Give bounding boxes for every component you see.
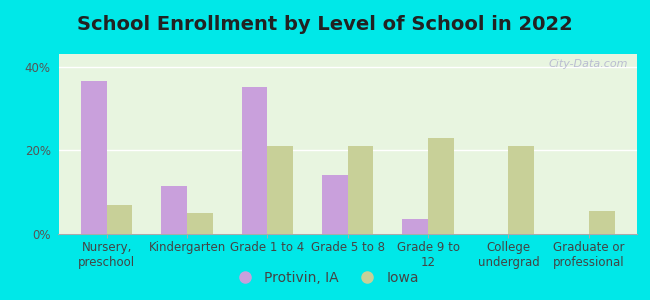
Bar (322, 176, 348, 234)
Bar (508, 146, 534, 234)
Bar (589, 211, 614, 234)
Text: City-Data.com: City-Data.com (549, 59, 629, 69)
Bar (107, 205, 133, 234)
Bar (267, 146, 293, 234)
Bar (161, 186, 187, 234)
Bar (187, 213, 213, 234)
Bar (348, 146, 374, 234)
Legend: Protivin, IA, Iowa: Protivin, IA, Iowa (226, 265, 424, 290)
Bar (402, 219, 428, 234)
Bar (242, 88, 267, 234)
Bar (428, 138, 454, 234)
Bar (81, 81, 107, 234)
Text: School Enrollment by Level of School in 2022: School Enrollment by Level of School in … (77, 15, 573, 34)
